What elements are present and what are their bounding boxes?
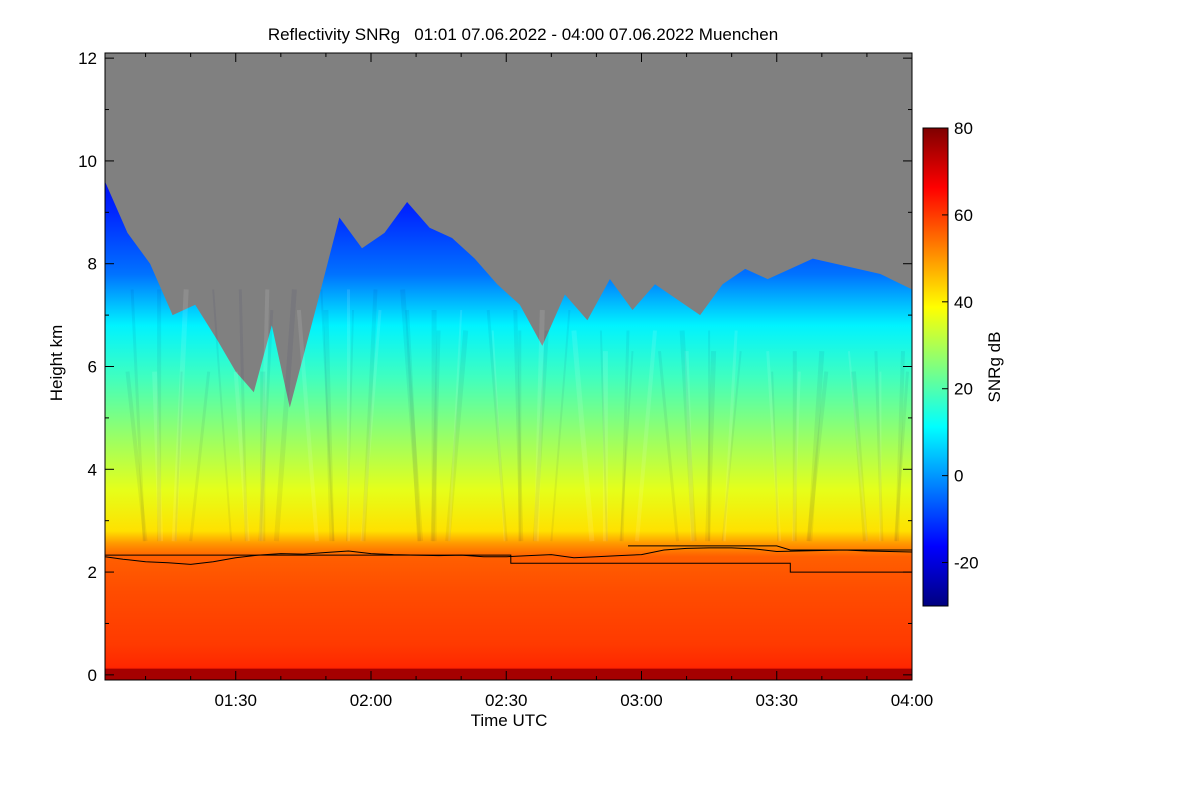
fall-streak [258, 309, 274, 542]
fall-streak [850, 371, 868, 542]
y-tick-label: 0 [88, 666, 97, 685]
fall-streak [486, 309, 508, 542]
fall-streaks [105, 289, 912, 680]
fall-streak [895, 351, 905, 542]
fall-streak [791, 371, 801, 542]
fall-streak [323, 309, 335, 542]
chart-title: Reflectivity SNRg 01:01 07.06.2022 - 04:… [268, 25, 778, 44]
fall-streak [599, 330, 608, 542]
series-line [628, 545, 912, 551]
y-axis: 0 2 4 6 8 10 12 [78, 49, 912, 685]
x-tick-label: 03:30 [755, 691, 798, 710]
fall-streak [571, 330, 595, 542]
fall-streak [847, 351, 868, 542]
x-tick-label: 02:00 [350, 691, 393, 710]
fall-streak [273, 289, 297, 542]
fall-streak [684, 351, 695, 542]
plot-area [105, 53, 912, 680]
surface-band [105, 668, 912, 680]
fall-streak [635, 330, 657, 542]
y-tick-label: 4 [88, 460, 97, 479]
fall-streak [360, 309, 382, 542]
y-tick-label: 6 [88, 358, 97, 377]
fall-streak [705, 351, 717, 542]
colorbar-tick-label: 40 [954, 293, 973, 312]
fall-streak [445, 330, 469, 542]
series-line [105, 547, 912, 565]
fall-streak [807, 350, 825, 542]
fall-streak [233, 371, 250, 542]
fall-streak [771, 371, 780, 542]
x-tick-label: 02:30 [485, 691, 528, 710]
fall-streak [361, 289, 378, 542]
colorbar-ticks: -20 0 20 40 60 80 [942, 119, 979, 573]
fall-streak [212, 289, 233, 542]
fall-streak [152, 371, 164, 542]
fall-streak [238, 289, 248, 542]
fall-streak [722, 330, 738, 542]
fall-streak [296, 309, 319, 542]
series-lines [105, 545, 912, 573]
fall-streak [620, 330, 630, 542]
fall-streak [430, 330, 441, 542]
fall-streak [533, 309, 545, 542]
fall-streak [130, 289, 146, 542]
fall-streak [405, 309, 422, 542]
colorbar-tick-label: 20 [954, 380, 973, 399]
colorbar-scale [923, 128, 948, 606]
fall-streak [346, 309, 354, 542]
fall-streak [259, 289, 270, 542]
x-axis-label: Time UTC [471, 711, 548, 730]
fall-streak [721, 351, 742, 542]
fall-streak [658, 350, 679, 542]
colorbar-tick-label: 80 [954, 119, 973, 138]
fall-streak [806, 371, 829, 542]
fall-streak [619, 351, 634, 542]
y-tick-label: 10 [78, 152, 97, 171]
x-tick-label: 04:00 [891, 691, 934, 710]
fall-streak [532, 330, 549, 542]
x-tick-label: 03:00 [620, 691, 663, 710]
fall-streak [105, 289, 106, 304]
colorbar: -20 0 20 40 60 80 SNRg dB [922, 119, 1004, 607]
y-tick-label: 12 [78, 49, 97, 68]
x-axis: 01:30 02:00 02:30 03:00 03:30 04:00 [145, 53, 934, 710]
fall-streak [400, 289, 424, 542]
fall-streak [491, 330, 506, 542]
fall-streak [320, 289, 335, 542]
colorbar-frame [922, 127, 949, 607]
y-tick-label: 2 [88, 563, 97, 582]
x-tick-label: 01:30 [214, 691, 257, 710]
colorbar-label: SNRg dB [985, 332, 1004, 403]
fall-streak [679, 330, 697, 542]
y-axis-label: Height km [47, 325, 66, 402]
fall-streak [894, 371, 909, 542]
fall-streak [125, 371, 148, 542]
fall-streak [874, 351, 884, 542]
colorbar-tick-label: 60 [954, 206, 973, 225]
fall-streak [448, 309, 463, 542]
fall-streak [171, 289, 189, 542]
y-tick-label: 8 [88, 255, 97, 274]
fall-streak [174, 371, 183, 542]
colorbar-tick-label: 0 [954, 467, 963, 486]
fall-streak [189, 371, 211, 542]
fall-streak [513, 309, 524, 542]
fall-streak [550, 309, 571, 542]
series-line [105, 554, 912, 573]
fall-streak [766, 351, 782, 542]
colorbar-tick-label: -20 [954, 554, 979, 573]
